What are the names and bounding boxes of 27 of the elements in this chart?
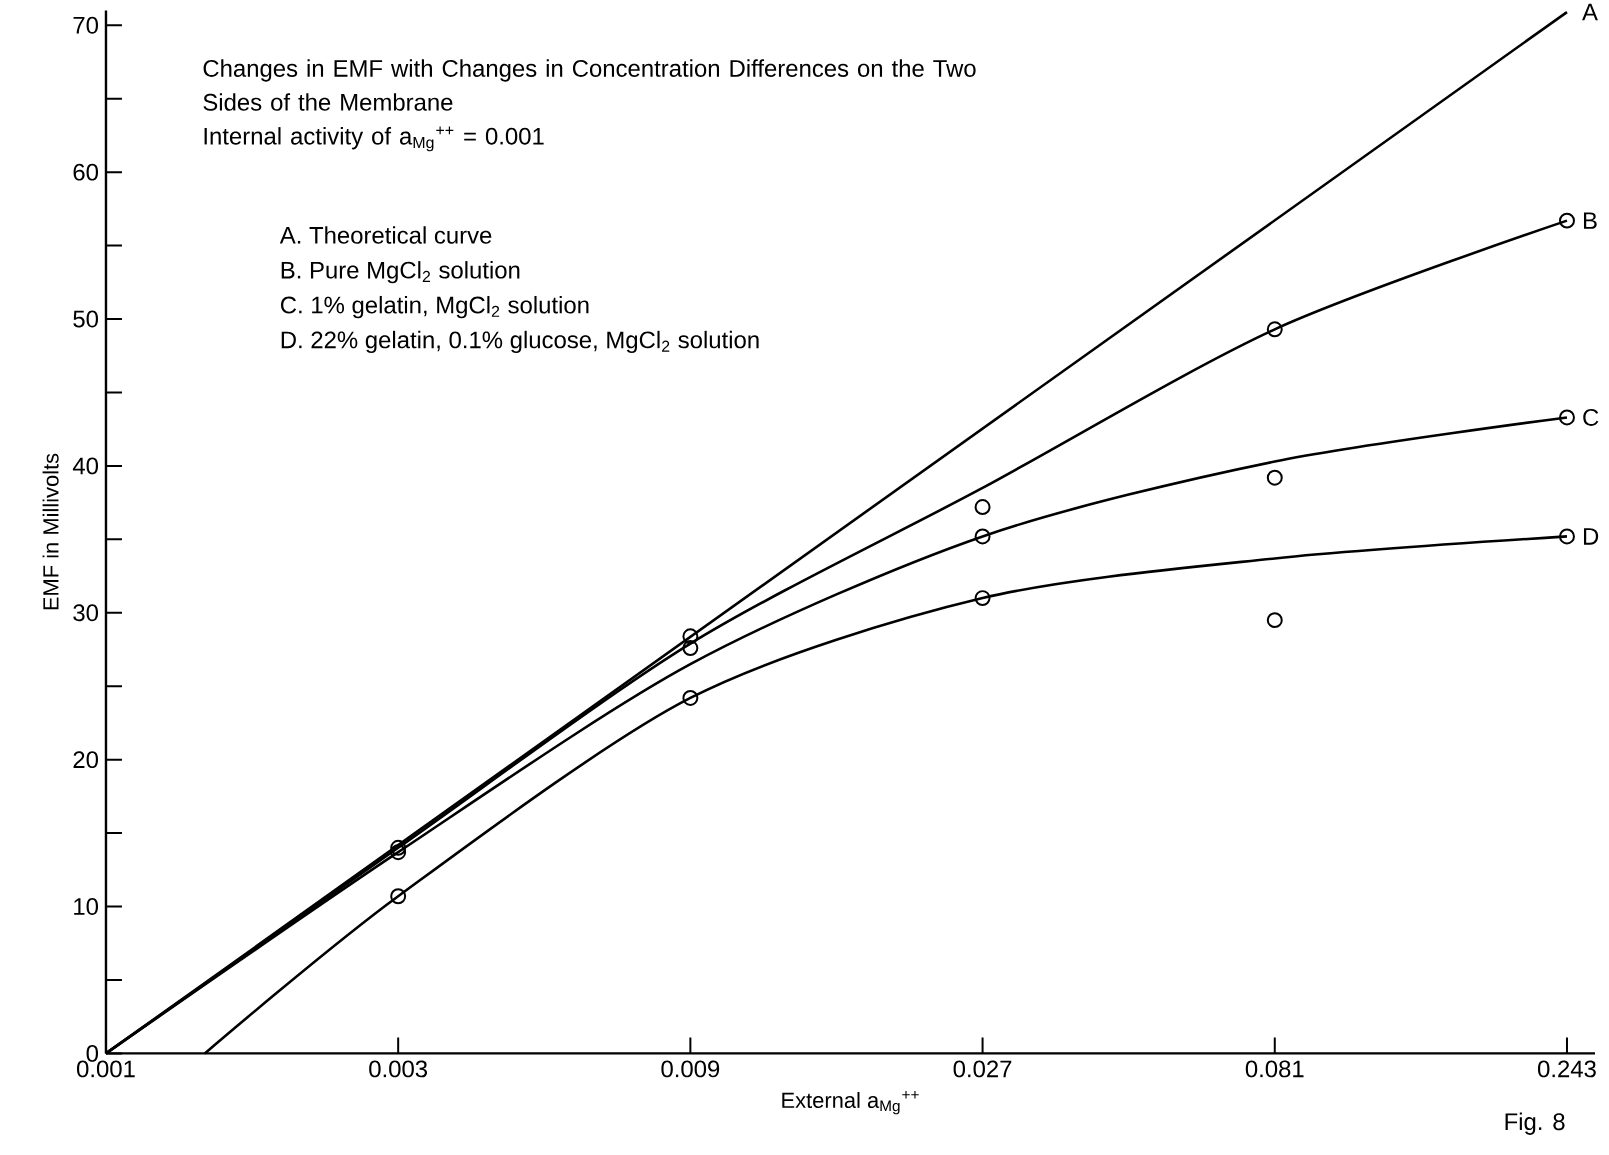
x-axis-title: External a$_{Mg}$++	[782, 1091, 919, 1115]
y-axis-title: EMF in Millivolts	[42, 453, 59, 610]
x-tick-label: 0.009	[661, 1060, 720, 1078]
text: Changes in EMF with Changes in Concentration Differences on the Two Sides of the Membrane	[203, 59, 976, 111]
series-label: B	[1583, 212, 1597, 229]
x-tick-label: 0.081	[1245, 1060, 1304, 1078]
y-tick-label: 60	[73, 163, 99, 181]
annotation: B. Pure MgCl$_{2}$ solution	[281, 261, 520, 284]
y-tick-label: 40	[72, 457, 99, 475]
annotation: A. Theoretical curve	[279, 226, 492, 244]
series-label: C	[1583, 408, 1599, 426]
series-label: D	[1583, 528, 1599, 545]
annotation: C. 1% gelatin, MgCl$_{2}$ solution	[281, 295, 589, 319]
y-tick-label: 30	[73, 604, 99, 622]
y-tick-label: 50	[73, 310, 99, 328]
series-label: A	[1582, 3, 1598, 21]
x-tick-label: 0.001	[77, 1060, 135, 1078]
y-tick-label: 0	[86, 1044, 99, 1062]
caption: Fig. 8	[1505, 1112, 1565, 1135]
text: Internal activity of a$_{Mg}$$^{++}$ = 0.001	[204, 126, 544, 152]
y-tick-label: 10	[74, 898, 99, 915]
y-tick-label: 70	[73, 16, 99, 34]
x-tick-label: 0.243	[1538, 1060, 1596, 1078]
x-tick-label: 0.027	[953, 1060, 1012, 1078]
annotation: D. 22% gelatin, 0.1% glucose, MgCl$_{2}$ solution	[281, 330, 759, 354]
y-tick-label: 20	[73, 751, 99, 769]
x-tick-label: 0.003	[369, 1060, 428, 1078]
